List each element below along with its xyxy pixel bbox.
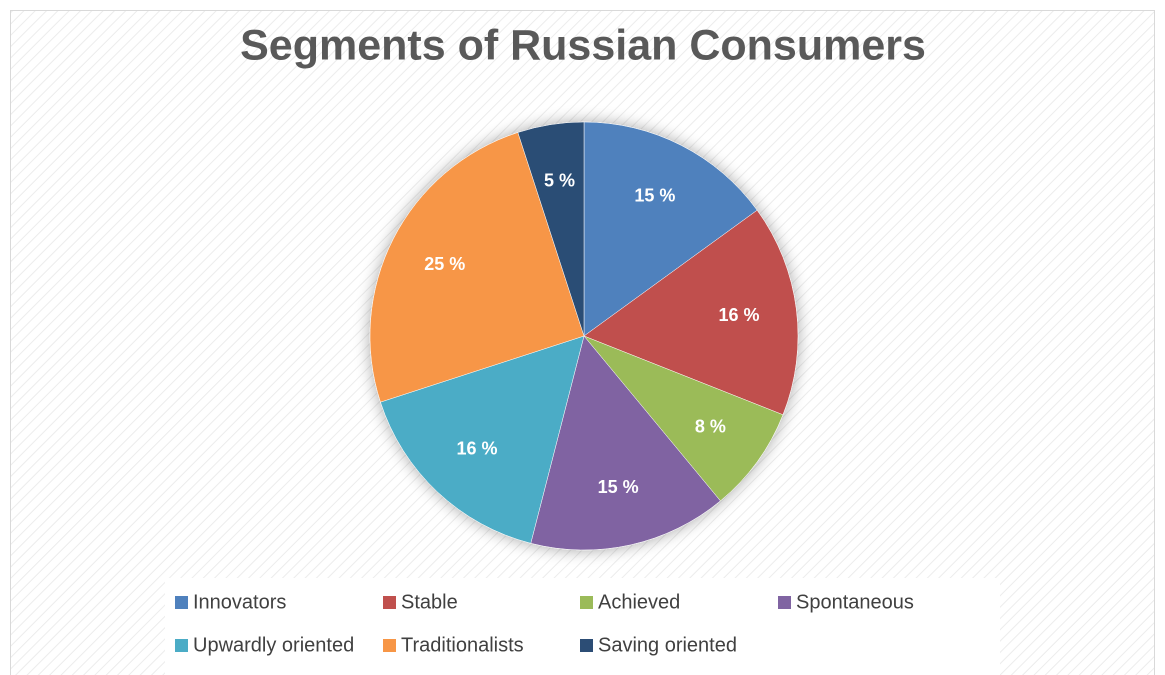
data-label: 8 % xyxy=(695,417,726,437)
legend-swatch xyxy=(175,596,188,609)
legend-label: Saving oriented xyxy=(598,634,737,656)
legend-swatch xyxy=(778,596,791,609)
legend-label: Stable xyxy=(401,591,458,613)
legend-swatch xyxy=(383,596,396,609)
legend-box xyxy=(165,578,1000,675)
pie-slice xyxy=(583,335,784,502)
data-label: 25 % xyxy=(424,254,465,274)
pie-slice xyxy=(530,335,721,551)
legend-swatch xyxy=(580,596,593,609)
data-label: 16 % xyxy=(718,305,759,325)
legend-label: Achieved xyxy=(598,591,680,613)
legend-label: Upwardly oriented xyxy=(193,634,354,656)
pie-slice xyxy=(517,121,585,337)
pie-slice xyxy=(583,209,799,416)
pie-slice xyxy=(380,335,585,544)
legend-swatch xyxy=(175,639,188,652)
chart-title: Segments of Russian Consumers xyxy=(240,21,926,69)
pie-slice xyxy=(369,132,585,403)
legend-swatch xyxy=(580,639,593,652)
legend-label: Spontaneous xyxy=(796,591,914,613)
legend-label: Innovators xyxy=(193,591,286,613)
pie xyxy=(369,121,799,551)
data-label: 5 % xyxy=(544,170,575,190)
legend-swatch xyxy=(383,639,396,652)
data-label: 16 % xyxy=(457,439,498,459)
pie-slice xyxy=(583,121,758,337)
data-label: 15 % xyxy=(634,186,675,206)
legend-label: Traditionalists xyxy=(401,634,524,656)
data-label: 15 % xyxy=(598,477,639,497)
